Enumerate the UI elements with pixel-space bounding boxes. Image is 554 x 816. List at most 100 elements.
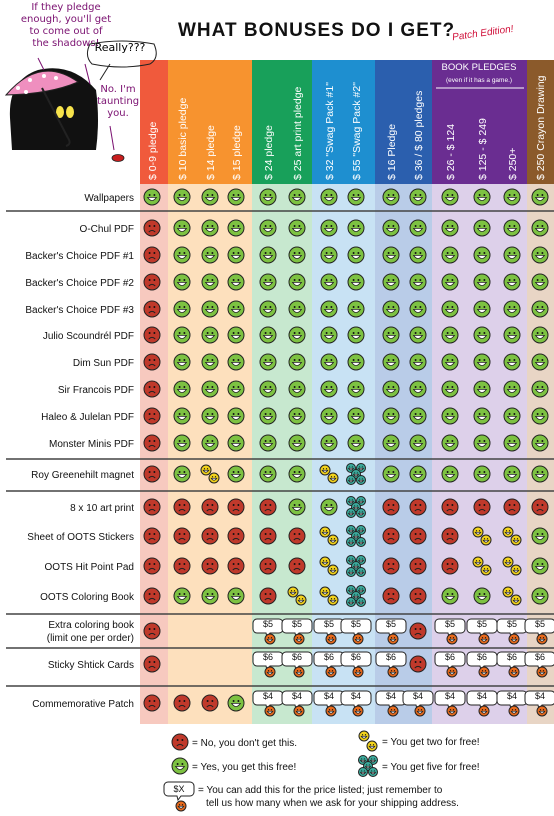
bug-icon <box>111 154 125 162</box>
cell-r5-c4 <box>259 326 277 344</box>
cell-r8-c8 <box>382 407 400 425</box>
cell-r15-c8: $5 <box>375 618 407 645</box>
cell-r17-c2 <box>201 694 219 712</box>
cell-r1-c3 <box>227 219 245 237</box>
svg-text:$4: $4 <box>386 691 396 701</box>
cell-r14-c0 <box>143 587 161 605</box>
cell-r8-c2 <box>201 407 219 425</box>
row-label-5: Julio Scoundrél PDF <box>43 331 134 342</box>
cell-r0-c12 <box>503 188 521 206</box>
legend-no-icon <box>171 733 189 751</box>
legend-no-text: = No, you don't get this. <box>192 738 297 749</box>
book-pledges-note: (even if it has a game.) <box>446 77 512 84</box>
cell-r14-c3 <box>227 587 245 605</box>
cell-r8-c0 <box>143 407 161 425</box>
svg-text:$4: $4 <box>445 691 455 701</box>
cell-r15-c10: $5 <box>434 618 466 645</box>
svg-text:$4: $4 <box>413 691 423 701</box>
cell-r12-c10 <box>441 527 459 545</box>
cell-r9-c7 <box>347 434 365 452</box>
cell-r6-c9 <box>409 353 427 371</box>
cell-r16-c9 <box>409 655 427 673</box>
cell-r3-c8 <box>382 273 400 291</box>
cell-r7-c7 <box>347 380 365 398</box>
column-label-0: $ 0-9 pledge <box>147 121 159 180</box>
cell-r6-c2 <box>201 353 219 371</box>
cell-r7-c11 <box>473 380 491 398</box>
cell-r4-c11 <box>473 300 491 318</box>
cell-r2-c6 <box>320 246 338 264</box>
column-label-11: $ 125 - $ 249 <box>477 118 489 180</box>
cell-r10-c1 <box>173 465 191 483</box>
cell-r13-c5 <box>288 557 306 575</box>
cell-r9-c13 <box>531 434 549 452</box>
cell-r8-c1 <box>173 407 191 425</box>
cell-r13-c9 <box>409 557 427 575</box>
cell-r16-c7: $6 <box>340 651 372 678</box>
column-header-band-4 <box>375 60 432 184</box>
cell-r14-c13 <box>531 587 549 605</box>
row-label-16: Sticky Shtick Cards <box>48 660 134 671</box>
column-label-13: $ 250 Crayon Drawing <box>535 75 547 180</box>
cell-r3-c4 <box>259 273 277 291</box>
legend-price-line1: = You can add this for the price listed;… <box>198 785 443 796</box>
narrator-pointer <box>37 57 45 71</box>
cell-r16-c13: $6 <box>524 651 554 678</box>
cell-r17-c12: $4 <box>496 690 528 717</box>
column-header-band-3 <box>312 60 375 184</box>
cell-r8-c13 <box>531 407 549 425</box>
cell-r12-c11 <box>472 526 492 546</box>
cell-r5-c1 <box>173 326 191 344</box>
cell-r12-c8 <box>382 527 400 545</box>
cell-r1-c5 <box>288 219 306 237</box>
cell-r16-c10: $6 <box>434 651 466 678</box>
cell-r12-c1 <box>173 527 191 545</box>
cell-r7-c0 <box>143 380 161 398</box>
cell-r12-c3 <box>227 527 245 545</box>
column-label-6: $ 32 "Swag Pack #1" <box>324 82 336 180</box>
cell-r13-c2 <box>201 557 219 575</box>
cell-r6-c7 <box>347 353 365 371</box>
cell-r3-c0 <box>143 273 161 291</box>
cell-r5-c2 <box>201 326 219 344</box>
cell-r4-c6 <box>320 300 338 318</box>
svg-text:$4: $4 <box>263 691 273 701</box>
cell-r2-c9 <box>409 246 427 264</box>
cell-r0-c5 <box>288 188 306 206</box>
svg-text:$4: $4 <box>477 691 487 701</box>
cell-r14-c10 <box>441 587 459 605</box>
svg-text:$6: $6 <box>386 652 396 662</box>
cell-r10-c7 <box>346 463 366 485</box>
cell-r12-c4 <box>259 527 277 545</box>
cell-r16-c11: $6 <box>466 651 498 678</box>
cell-r6-c4 <box>259 353 277 371</box>
cell-r1-c8 <box>382 219 400 237</box>
cell-r4-c9 <box>409 300 427 318</box>
cell-r4-c3 <box>227 300 245 318</box>
cell-r2-c2 <box>201 246 219 264</box>
svg-text:$4: $4 <box>292 691 302 701</box>
cell-r3-c6 <box>320 273 338 291</box>
cell-r12-c6 <box>319 526 339 546</box>
cell-r14-c8 <box>382 587 400 605</box>
mascot-illustration <box>4 68 98 150</box>
column-band-0 <box>140 184 168 724</box>
cell-r0-c6 <box>320 188 338 206</box>
cell-r1-c11 <box>473 219 491 237</box>
cell-r13-c8 <box>382 557 400 575</box>
cell-r0-c4 <box>259 188 277 206</box>
cell-r2-c11 <box>473 246 491 264</box>
cell-r6-c8 <box>382 353 400 371</box>
cell-r8-c5 <box>288 407 306 425</box>
row-label-6: Dim Sun PDF <box>73 358 134 369</box>
cell-r5-c5 <box>288 326 306 344</box>
cell-r5-c11 <box>473 326 491 344</box>
cell-r6-c12 <box>503 353 521 371</box>
cell-r0-c8 <box>382 188 400 206</box>
row-label-8: Haleo & Julelan PDF <box>41 412 134 423</box>
cell-r10-c2 <box>200 464 220 484</box>
cell-r2-c12 <box>503 246 521 264</box>
cell-r6-c3 <box>227 353 245 371</box>
cell-r5-c3 <box>227 326 245 344</box>
cell-r11-c13 <box>531 498 549 516</box>
